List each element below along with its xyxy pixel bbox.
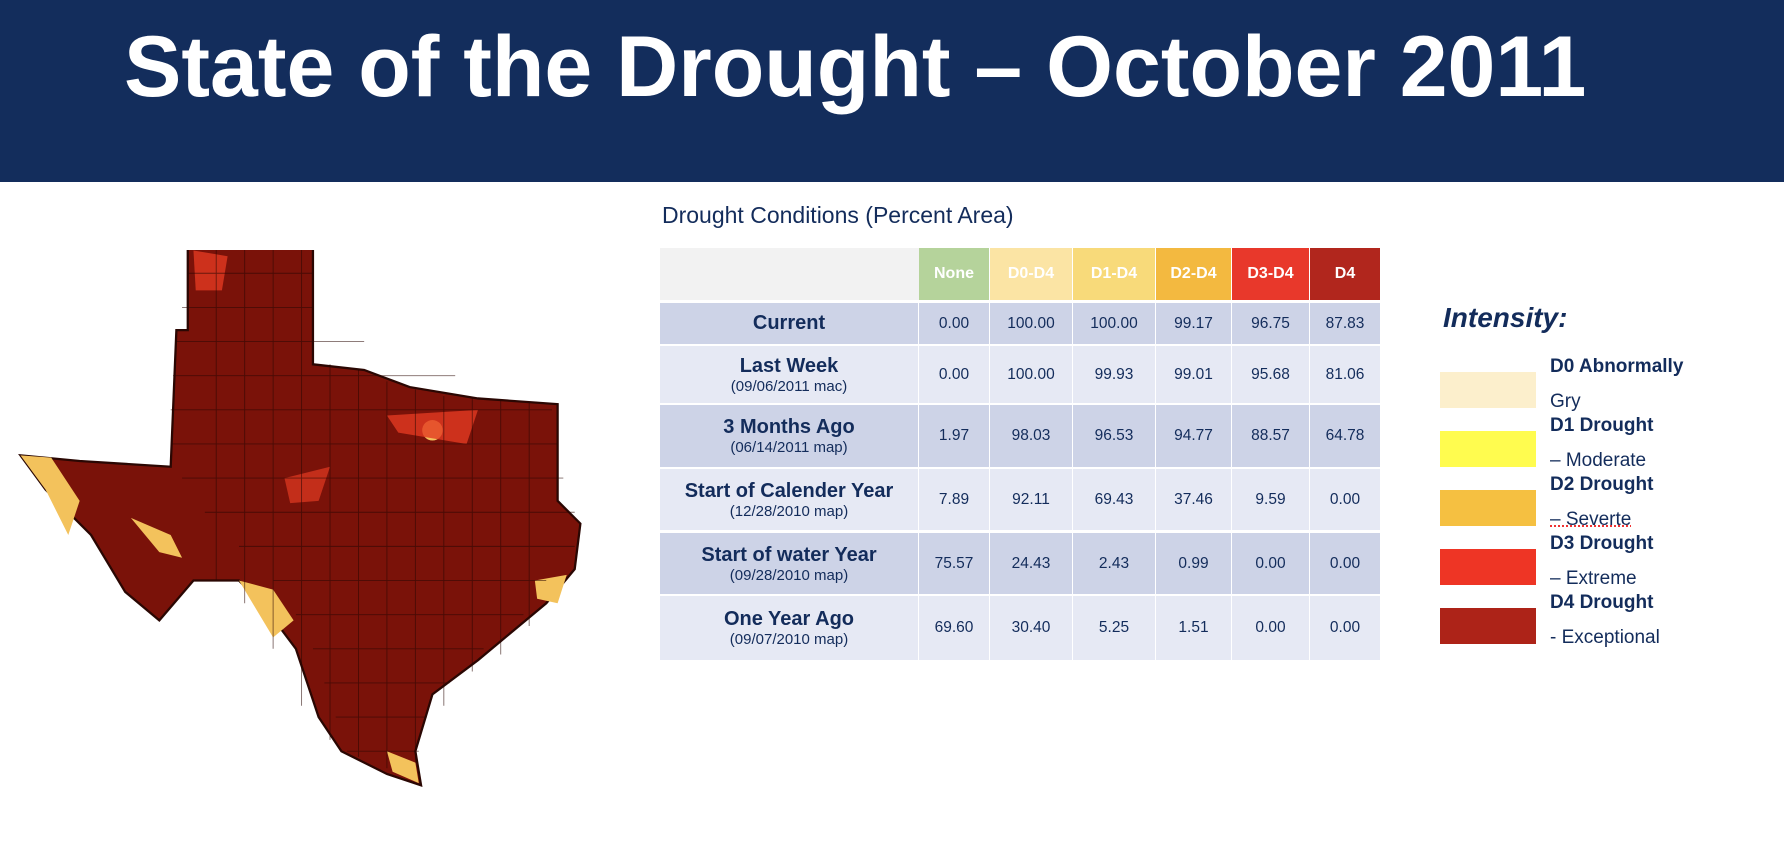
column-header: D4 [1310, 248, 1380, 300]
row-label: One Year Ago [723, 608, 855, 630]
table-cell: 7.89 [919, 469, 989, 530]
table-cell: 96.75 [1232, 303, 1309, 344]
legend-title: Intensity: [1443, 302, 1568, 333]
table-cell: 24.43 [990, 533, 1072, 594]
table-cell: 9.59 [1232, 469, 1309, 530]
table-cell: 0.99 [1156, 533, 1231, 594]
header-blank [660, 248, 919, 300]
table-cell: 81.06 [1310, 346, 1380, 403]
legend-label: D2 Drought [1550, 474, 1654, 495]
row-sublabel: (09/28/2010 map) [729, 566, 849, 584]
table-cell: 69.43 [1073, 469, 1155, 530]
row-label: Last Week [739, 354, 839, 377]
legend-label: D0 Abnormally [1550, 356, 1684, 377]
row-label-cell: 3 Months Ago (06/14/2011 map) [660, 405, 918, 467]
header-bar: State of the Drought – October 2011 [0, 0, 1784, 182]
row-sublabel: (09/07/2010 map) [729, 631, 849, 648]
table-cell: 0.00 [1310, 469, 1380, 530]
table-cell: 100.00 [1073, 303, 1155, 344]
row-label: Current [752, 312, 826, 334]
table-cell: 2.43 [1073, 533, 1155, 594]
table-cell: 0.00 [1232, 596, 1309, 660]
table-cell: 1.51 [1156, 596, 1231, 660]
row-label: Start of water Year [701, 543, 877, 566]
row-sublabel: (06/14/2011 map) [730, 439, 848, 456]
row-label-cell: Last Week (09/06/2011 mac) [660, 346, 918, 403]
table-cell: 5.25 [1073, 596, 1155, 660]
table-cell: 0.00 [1310, 533, 1380, 594]
table-cell: 0.00 [919, 346, 989, 403]
table-cell: 75.57 [919, 533, 989, 594]
legend-label: D3 Drought [1550, 533, 1654, 554]
table-cell: 99.01 [1156, 346, 1231, 403]
table-cell: 37.46 [1156, 469, 1231, 530]
table-cell: 99.93 [1073, 346, 1155, 403]
legend-label: D4 Drought [1550, 592, 1654, 613]
table-cell: 64.78 [1310, 405, 1380, 467]
row-sublabel: (09/06/2011 mac) [730, 377, 848, 395]
legend-swatch [1440, 549, 1536, 585]
legend-sublabel: Gry [1550, 391, 1581, 412]
legend-sublabel: – Severte [1550, 509, 1632, 530]
row-label-cell: Start of water Year (09/28/2010 map) [660, 533, 918, 594]
table-cell: 92.11 [990, 469, 1072, 530]
legend-sublabel: – Extreme [1550, 568, 1637, 589]
table-cell: 99.17 [1156, 303, 1231, 344]
column-header: None [919, 248, 989, 300]
table-cell: 0.00 [1310, 596, 1380, 660]
table-cell: 0.00 [919, 303, 989, 344]
row-label: 3 Months Ago [723, 416, 855, 438]
table-cell: 94.77 [1156, 405, 1231, 467]
table-cell: 100.00 [990, 303, 1072, 344]
slide-title: State of the Drought – October 2011 [124, 19, 1587, 115]
legend-swatch [1440, 608, 1536, 644]
table-cell: 30.40 [990, 596, 1072, 660]
column-header: D3-D4 [1232, 248, 1309, 300]
column-header: D2-D4 [1156, 248, 1231, 300]
row-label-cell: Start of Calender Year (12/28/2010 map) [660, 469, 918, 530]
table-cell: 1.97 [919, 405, 989, 467]
column-header: D1-D4 [1073, 248, 1155, 300]
table-cell: 98.03 [990, 405, 1072, 467]
table-cell: 87.83 [1310, 303, 1380, 344]
legend-sublabel: - Exceptional [1550, 627, 1660, 648]
table-cell: 0.00 [1232, 533, 1309, 594]
legend-swatch [1440, 431, 1536, 467]
row-label-cell: Current [660, 303, 918, 344]
legend-sublabel: – Moderate [1550, 450, 1647, 471]
row-sublabel: (12/28/2010 map) [729, 502, 849, 520]
texas-drought-map [18, 250, 582, 788]
table-cell: 100.00 [990, 346, 1072, 403]
table-title: Drought Conditions (Percent Area) [662, 202, 1014, 228]
table-cell: 69.60 [919, 596, 989, 660]
row-label: Start of Calender Year [684, 479, 894, 502]
row-label-cell: One Year Ago (09/07/2010 map) [660, 596, 918, 660]
table-cell: 95.68 [1232, 346, 1309, 403]
legend-swatch [1440, 490, 1536, 526]
table-cell: 88.57 [1232, 405, 1309, 467]
legend-swatch [1440, 372, 1536, 408]
legend-label: D1 Drought [1550, 415, 1654, 436]
table-cell: 96.53 [1073, 405, 1155, 467]
column-header: D0-D4 [990, 248, 1072, 300]
